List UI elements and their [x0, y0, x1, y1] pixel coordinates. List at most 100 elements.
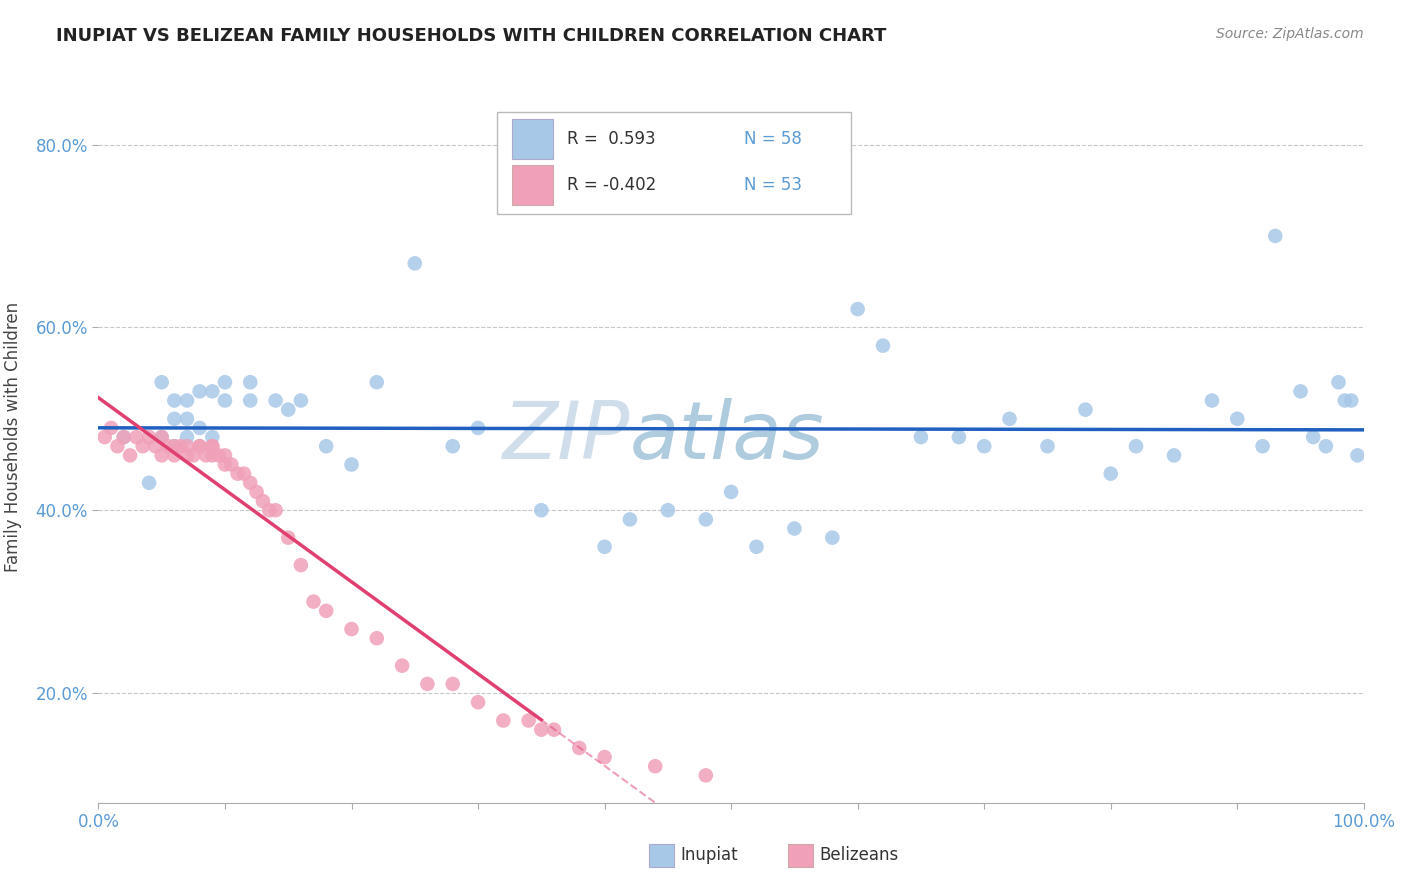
Point	[201, 430, 224, 444]
Point	[1289, 384, 1312, 399]
Point	[214, 448, 236, 462]
Point	[183, 448, 205, 462]
Point	[145, 439, 166, 453]
Point	[138, 430, 160, 444]
Point	[973, 439, 995, 453]
Point	[277, 402, 299, 417]
Point	[188, 421, 211, 435]
Point	[150, 430, 173, 444]
Point	[157, 439, 180, 453]
Text: R = -0.402: R = -0.402	[567, 176, 655, 194]
Point	[264, 503, 287, 517]
Text: R =  0.593: R = 0.593	[567, 130, 655, 148]
Point	[201, 448, 224, 462]
Point	[416, 677, 439, 691]
Point	[340, 458, 363, 472]
Point	[1125, 439, 1147, 453]
Point	[163, 412, 186, 426]
Point	[163, 439, 186, 453]
Point	[1074, 402, 1097, 417]
Point	[239, 475, 262, 490]
Point	[998, 412, 1021, 426]
Point	[188, 439, 211, 453]
Point	[201, 439, 224, 453]
Point	[404, 256, 426, 270]
Point	[1333, 393, 1355, 408]
FancyBboxPatch shape	[512, 165, 553, 205]
Point	[201, 439, 224, 453]
Point	[366, 375, 388, 389]
Point	[239, 393, 262, 408]
Point	[226, 467, 249, 481]
Point	[214, 458, 236, 472]
Point	[517, 714, 540, 728]
FancyBboxPatch shape	[648, 844, 675, 867]
Point	[543, 723, 565, 737]
Point	[264, 393, 287, 408]
Point	[467, 421, 489, 435]
Point	[467, 695, 489, 709]
Text: atlas: atlas	[630, 398, 825, 476]
Point	[163, 393, 186, 408]
Text: Inupiat: Inupiat	[681, 847, 738, 864]
Point	[290, 558, 312, 573]
Point	[1099, 467, 1122, 481]
Point	[150, 375, 173, 389]
Point	[695, 512, 717, 526]
Point	[568, 740, 591, 755]
Text: Source: ZipAtlas.com: Source: ZipAtlas.com	[1216, 27, 1364, 41]
Point	[112, 430, 135, 444]
Point	[619, 512, 641, 526]
Point	[176, 412, 198, 426]
Point	[214, 375, 236, 389]
Point	[239, 375, 262, 389]
Point	[233, 467, 256, 481]
Point	[188, 439, 211, 453]
Point	[176, 393, 198, 408]
Point	[188, 384, 211, 399]
Point	[219, 458, 243, 472]
Point	[492, 714, 515, 728]
Point	[214, 393, 236, 408]
Point	[194, 448, 218, 462]
Point	[125, 430, 148, 444]
Point	[593, 540, 616, 554]
Point	[150, 448, 173, 462]
Point	[100, 421, 122, 435]
Point	[246, 485, 269, 500]
Point	[132, 439, 155, 453]
Point	[441, 439, 464, 453]
FancyBboxPatch shape	[512, 120, 553, 160]
Point	[112, 430, 135, 444]
Point	[1264, 229, 1286, 244]
Point	[720, 485, 742, 500]
Point	[340, 622, 363, 636]
Point	[745, 540, 768, 554]
FancyBboxPatch shape	[498, 112, 851, 214]
Point	[948, 430, 970, 444]
Point	[290, 393, 312, 408]
Point	[208, 448, 231, 462]
Point	[391, 658, 413, 673]
Point	[176, 448, 198, 462]
Point	[169, 439, 191, 453]
Point	[1251, 439, 1274, 453]
Point	[1340, 393, 1362, 408]
Point	[163, 448, 186, 462]
Text: N = 53: N = 53	[744, 176, 801, 194]
Point	[120, 448, 141, 462]
Point	[163, 439, 186, 453]
Point	[93, 430, 117, 444]
FancyBboxPatch shape	[789, 844, 814, 867]
Text: Belizeans: Belizeans	[820, 847, 898, 864]
Point	[366, 632, 388, 646]
Point	[695, 768, 717, 782]
Point	[1226, 412, 1249, 426]
Text: N = 58: N = 58	[744, 130, 801, 148]
Point	[1036, 439, 1059, 453]
Point	[530, 503, 553, 517]
Point	[846, 302, 869, 317]
Point	[1315, 439, 1337, 453]
Point	[1163, 448, 1185, 462]
Y-axis label: Family Households with Children: Family Households with Children	[4, 302, 21, 572]
